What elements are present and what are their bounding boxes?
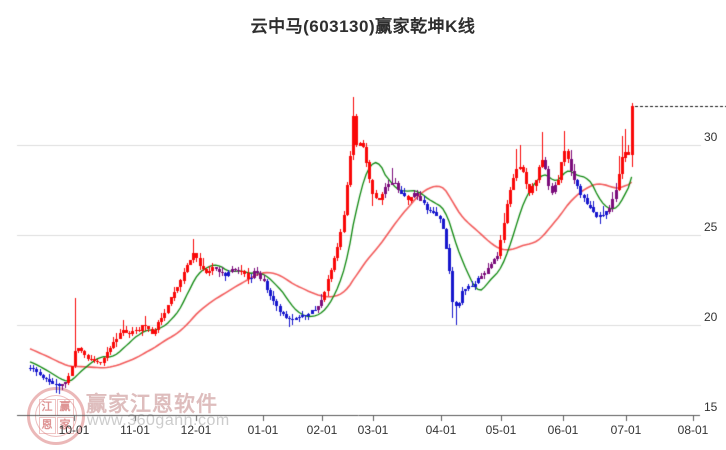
x-axis-label: 10-01 <box>58 423 90 437</box>
y-axis-label: 15 <box>704 400 718 414</box>
x-axis-label: 04-01 <box>425 423 457 437</box>
x-axis-label: 05-01 <box>485 423 517 437</box>
x-axis-label: 06-01 <box>547 423 579 437</box>
x-axis-label: 11-01 <box>120 423 150 437</box>
x-axis-label: 12-01 <box>180 423 212 437</box>
x-axis-label: 03-01 <box>357 423 389 437</box>
x-axis-label: 02-01 <box>306 423 338 437</box>
y-axis-label: 25 <box>704 220 718 234</box>
x-axis-label: 08-01 <box>677 423 709 437</box>
x-axis-label: 01-01 <box>247 423 279 437</box>
y-axis-label: 20 <box>704 310 718 324</box>
x-axis-label: 07-01 <box>610 423 642 437</box>
y-axis-label: 30 <box>704 130 718 144</box>
